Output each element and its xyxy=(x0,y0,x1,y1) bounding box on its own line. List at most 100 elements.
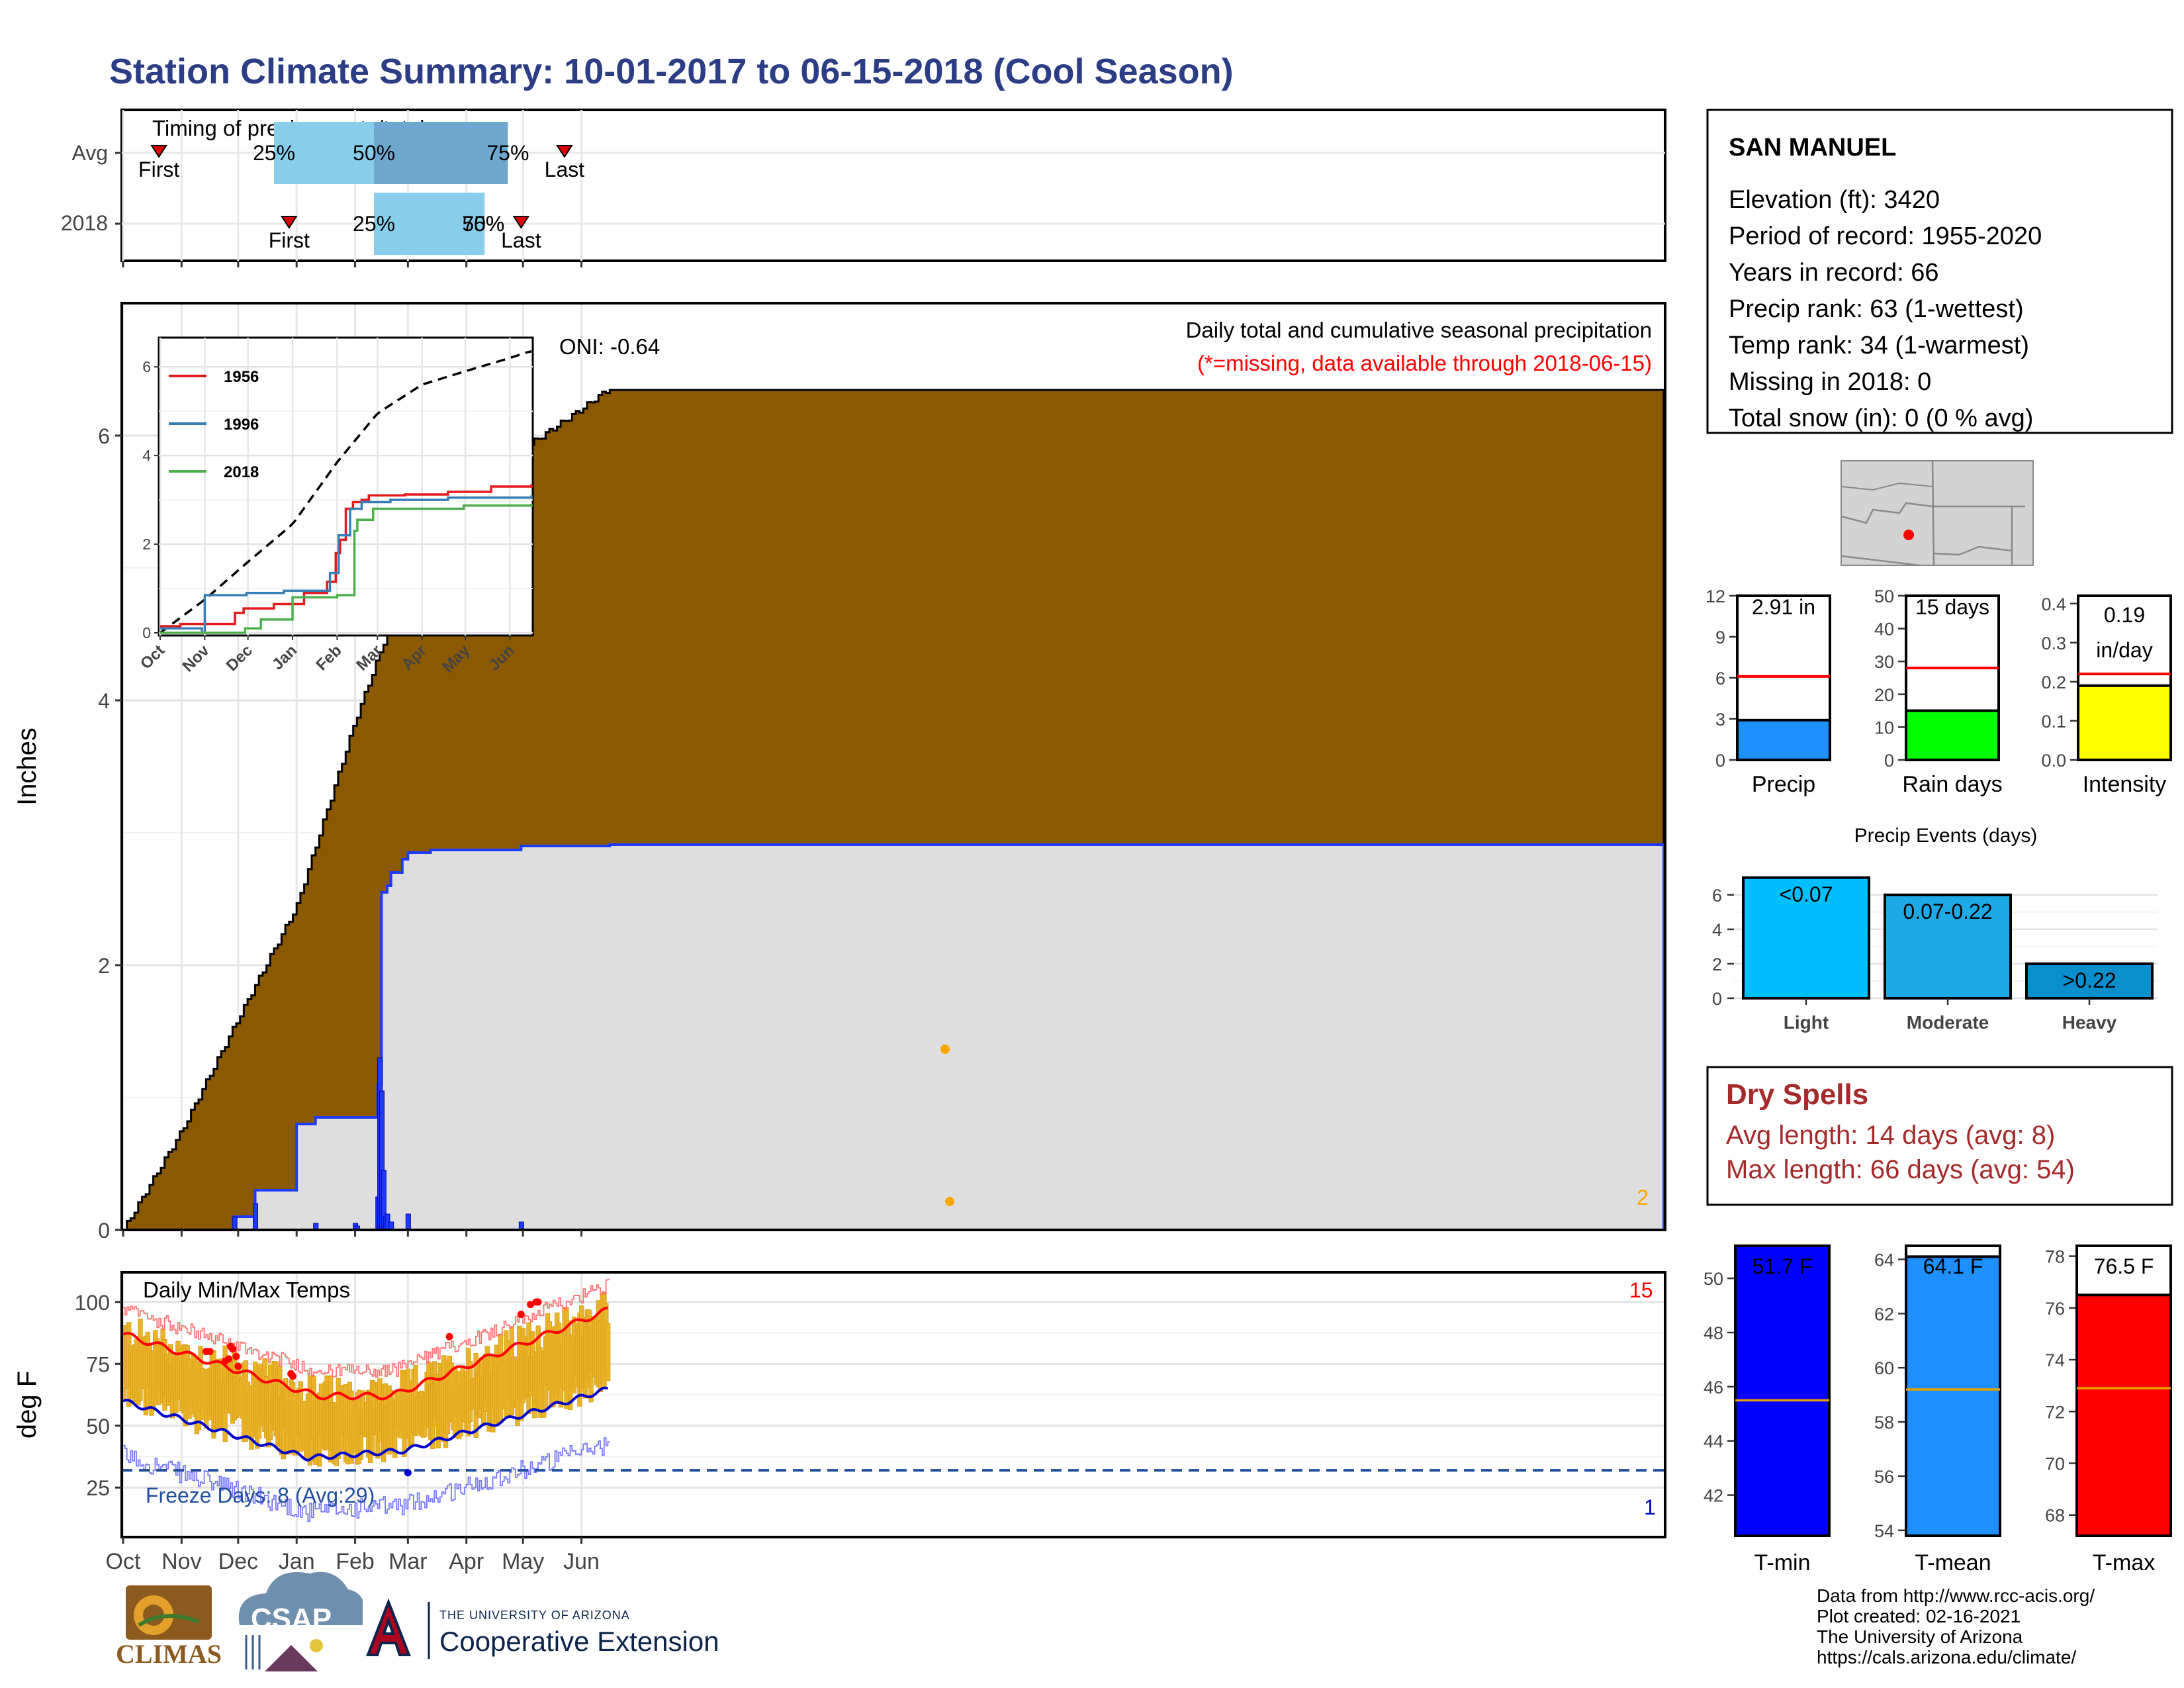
summary-y-tick-label: 0.2 xyxy=(2041,673,2066,692)
events-y-tick-label: 0 xyxy=(1712,989,1722,1009)
precip-panel: 0 2 4 6 Inches Daily total and cumulative s… xyxy=(13,302,1666,1243)
timing-first-marker xyxy=(150,145,167,158)
month-label: Apr xyxy=(449,1549,484,1574)
summary-y-tick-label: 0.0 xyxy=(2041,751,2066,771)
temp-summary-y-tick-label: 60 xyxy=(1874,1358,1894,1378)
temp-summary-bar-t-min xyxy=(1734,1244,1831,1537)
timing-row-label-2018: 2018 xyxy=(61,211,108,235)
temps-title: Daily Min/Max Temps xyxy=(143,1278,350,1302)
summary-y-tick-label: 40 xyxy=(1874,620,1894,639)
temp-summary-y-tick-label: 56 xyxy=(1874,1467,1894,1487)
temps-y-tick-label: 100 xyxy=(75,1291,110,1315)
record-high-marker xyxy=(517,1311,525,1319)
ua-small-text: THE UNIVERSITY OF ARIZONA xyxy=(439,1609,630,1622)
summary-y-tick-label: 6 xyxy=(1715,669,1725,688)
inset-avg-line xyxy=(159,350,532,634)
inset-legend-label: 1956 xyxy=(224,368,259,386)
station-info-line: Period of record: 1955-2020 xyxy=(1729,222,2042,250)
record-high-marker xyxy=(445,1333,453,1340)
temps-y-tick-label: 75 xyxy=(86,1352,110,1376)
precip-caption: Daily total and cumulative seasonal prec… xyxy=(1186,318,1652,342)
dry-spells-avg: Avg length: 14 days (avg: 8) xyxy=(1726,1121,2055,1150)
avg-max-line xyxy=(122,1306,608,1401)
record-high-marker xyxy=(232,1352,240,1360)
summary-y-tick-label: 10 xyxy=(1874,718,1894,737)
temp-summary-value-label: 64.1 F xyxy=(1923,1254,1983,1278)
summary-y-tick-label: 0 xyxy=(1884,751,1894,771)
temp-summary-y-tick-label: 50 xyxy=(1704,1269,1723,1289)
climas-logo: CLIMAS xyxy=(116,1585,222,1669)
summary-value-label: in/day xyxy=(2096,638,2152,662)
events-x-label: Light xyxy=(1784,1012,1829,1033)
summary-bar-charts: 0 3 6 9 12 2.91 in Precip 0 10 20 30 40 50 15 days Rai… xyxy=(1706,586,2172,797)
temps-ylabel: deg F xyxy=(13,1371,42,1438)
dry-spells-max: Max length: 66 days (avg: 54) xyxy=(1726,1155,2075,1184)
inset-y-tick-label: 4 xyxy=(142,447,151,464)
events-bar-range: 0.07-0.22 xyxy=(1903,900,1992,923)
inset-y-tick-label: 6 xyxy=(142,358,151,375)
dry-spells-box: Dry Spells Avg length: 14 days (avg: 8) … xyxy=(1706,1066,2173,1206)
temp-summary-y-tick-label: 68 xyxy=(2045,1506,2065,1526)
events-bar-range: >0.22 xyxy=(2063,968,2116,992)
precip-events-title: Precip Events (days) xyxy=(1854,825,2038,847)
timing-pct-label: 50% xyxy=(353,141,395,165)
csap-wordmark: CSAP xyxy=(251,1603,332,1635)
daily-precip-bar xyxy=(405,1213,411,1231)
record-max-line xyxy=(123,1278,610,1378)
missing-count: 2 xyxy=(1637,1186,1649,1209)
record-high-marker xyxy=(234,1362,242,1370)
timing-last-marker xyxy=(512,216,530,229)
record-low-count: 1 xyxy=(1644,1495,1656,1519)
precip-marker xyxy=(945,1197,954,1206)
summary-value-label: 2.91 in xyxy=(1752,595,1815,619)
timing-last-label: Last xyxy=(501,228,541,252)
daily-temp-bar xyxy=(606,1323,611,1382)
temp-summary-y-tick-label: 44 xyxy=(1704,1432,1723,1452)
temp-summary-y-tick-label: 46 xyxy=(1704,1378,1723,1397)
events-y-tick-label: 2 xyxy=(1712,955,1722,974)
freeze-days-label: Freeze Days: 8 (Avg:29) xyxy=(146,1483,375,1507)
timing-pct-label: 50% xyxy=(462,212,504,236)
oni-label: ONI: -0.64 xyxy=(559,334,660,359)
temp-summary-charts: 42 44 46 48 50 51.7 F T-min 54 56 58 60 62 64 64.1 F T… xyxy=(1704,1244,2172,1575)
temp-summary-axis-label: T-max xyxy=(2093,1550,2155,1575)
month-label: Nov xyxy=(161,1549,201,1574)
events-y-tick-label: 6 xyxy=(1712,886,1722,906)
summary-value-label: 15 days xyxy=(1915,595,1989,619)
temps-panel: 25 50 75 100 Daily Min/Max Temps Freeze Day… xyxy=(13,1271,1666,1538)
month-label: Dec xyxy=(218,1549,258,1574)
summary-axis-label: Rain days xyxy=(1902,772,2002,797)
ua-logo: THE UNIVERSITY OF ARIZONA Cooperative Ex… xyxy=(363,1598,719,1659)
record-high-marker xyxy=(206,1348,214,1356)
missing-note: (*=missing, data available through 2018-… xyxy=(1197,351,1652,375)
ua-big-text: Cooperative Extension xyxy=(439,1626,719,1657)
precip-events-chart: Precip Events (days) 0 2 4 6 <0.07 Light 0.07-… xyxy=(1712,825,2158,1033)
summary-y-tick-label: 30 xyxy=(1874,652,1894,672)
month-label: Mar xyxy=(388,1549,428,1574)
temp-summary-y-tick-label: 78 xyxy=(2045,1247,2065,1267)
inset-1996-line xyxy=(160,495,533,634)
precip-marker xyxy=(940,1045,950,1054)
daily-precip-bar xyxy=(253,1203,258,1231)
credit-line: https://cals.arizona.edu/climate/ xyxy=(1817,1647,2076,1667)
record-high-count: 15 xyxy=(1629,1278,1653,1302)
summary-y-tick-label: 0.1 xyxy=(2041,712,2066,731)
station-info-line: Precip rank: 63 (1-wettest) xyxy=(1729,295,2024,323)
events-bar-heavy xyxy=(2025,962,2154,1000)
summary-y-tick-label: 0.3 xyxy=(2041,633,2066,653)
record-high-marker xyxy=(289,1372,296,1380)
y-tick-label: 4 xyxy=(98,689,110,713)
summary-bar-Precip xyxy=(1736,718,1831,761)
station-location-dot xyxy=(1903,530,1914,540)
temp-summary-bar-t-mean xyxy=(1905,1255,2001,1537)
temp-summary-y-tick-label: 70 xyxy=(2045,1454,2065,1474)
inset-2018-line xyxy=(160,504,533,634)
season-cumulative-area xyxy=(123,843,1665,1231)
record-high-marker xyxy=(534,1298,542,1306)
summary-y-tick-label: 20 xyxy=(1874,685,1894,705)
precip-ylabel: Inches xyxy=(13,727,42,806)
temp-summary-axis-label: T-mean xyxy=(1915,1550,1991,1575)
summary-axis-label: Precip xyxy=(1752,772,1815,797)
timing-first-label: First xyxy=(138,158,179,181)
